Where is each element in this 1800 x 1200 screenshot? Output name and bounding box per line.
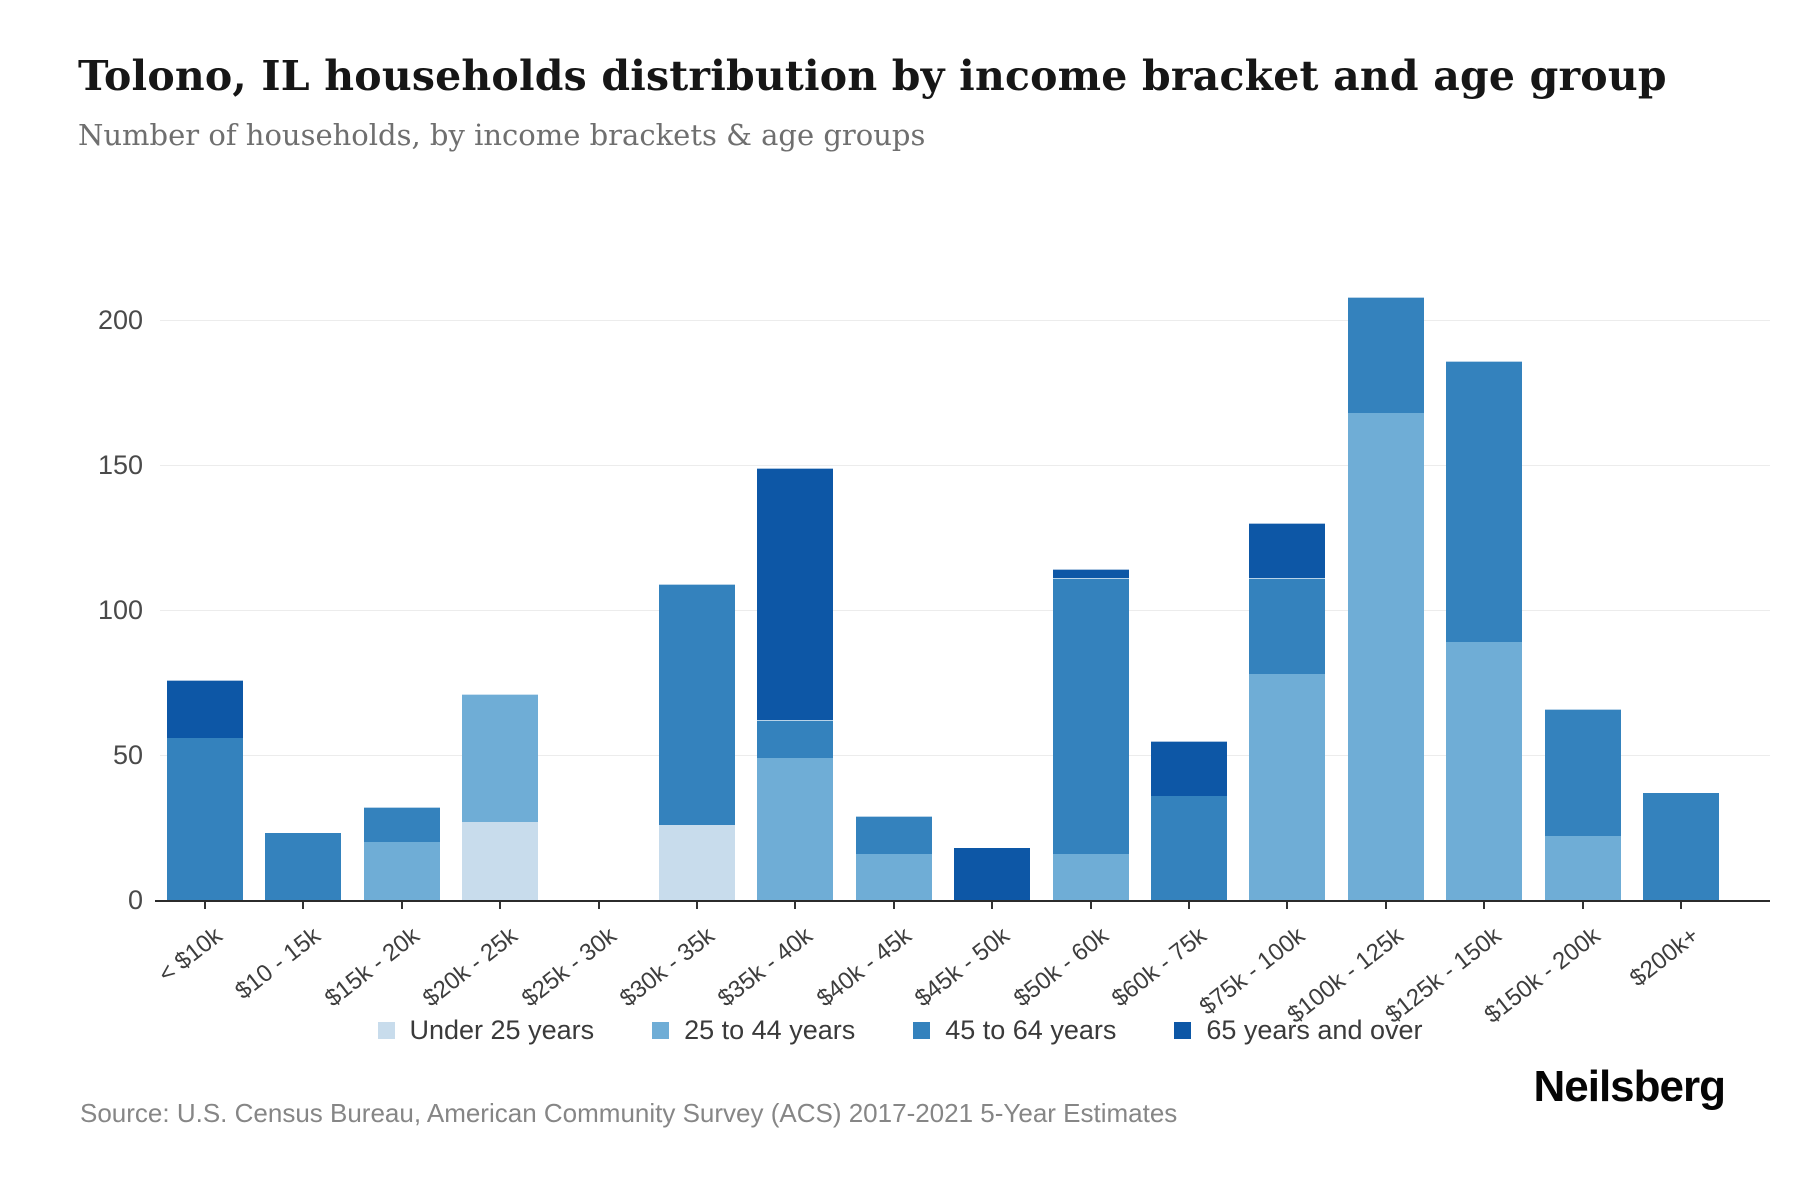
x-tick-mark [597, 902, 600, 909]
bar-segment--150k-200k-series-2[interactable] [1544, 708, 1621, 837]
bar-segment--15k-20k-series-2[interactable] [363, 807, 440, 842]
bar-segment--75k-100k-series-3[interactable] [1249, 523, 1326, 579]
bar-segment--35k-40k-series-3[interactable] [757, 467, 834, 721]
y-tick-label-0: 0 [127, 885, 143, 915]
x-axis-line [155, 900, 1770, 902]
gridline-50 [160, 755, 1770, 756]
page-title: Tolono, IL households distribution by in… [78, 52, 1667, 100]
bar-segment--50k-60k-series-1[interactable] [1052, 853, 1129, 900]
x-tick-label-15: $200k+ [1624, 922, 1704, 993]
gridline-100 [160, 610, 1770, 611]
x-tick-label-0: < $10k [153, 922, 228, 989]
x-tick-label-9: $50k - 60k [1008, 922, 1114, 1013]
neilsberg-logo: Neilsberg [1533, 1062, 1726, 1111]
x-tick-mark [1188, 902, 1190, 909]
x-tick-mark [1384, 902, 1387, 909]
bar-segment--200k+-series-2[interactable] [1643, 792, 1719, 900]
bar-segment--10-15k-series-2[interactable] [265, 833, 342, 900]
x-tick-mark [400, 902, 403, 909]
bar-segment--15k-20k-series-1[interactable] [363, 842, 440, 900]
y-tick-label-100: 100 [97, 595, 143, 625]
legend-label: 45 to 64 years [945, 1014, 1117, 1045]
legend-label: Under 25 years [409, 1014, 595, 1045]
bar-segment--100k-125k-series-1[interactable] [1347, 412, 1424, 900]
legend-item-1[interactable]: 25 to 44 years [652, 1015, 855, 1046]
bar-segment--45k-50k-series-3[interactable] [954, 847, 1031, 900]
x-tick-mark [302, 902, 305, 909]
x-tick-mark [1089, 902, 1092, 909]
bar-segment--125k-150k-series-2[interactable] [1446, 360, 1523, 642]
y-tick-label-150: 150 [97, 450, 143, 480]
y-tick-label-200: 200 [97, 305, 143, 335]
gridline-200 [160, 320, 1770, 321]
bar-segment--20k-25k-series-0[interactable] [462, 821, 539, 900]
bar-segment--10k-series-2[interactable] [167, 737, 243, 900]
bar-segment--40k-45k-series-1[interactable] [855, 853, 932, 900]
legend-item-2[interactable]: 45 to 64 years [913, 1015, 1116, 1046]
legend-label: 25 to 44 years [684, 1014, 856, 1045]
legend-label: 65 years and over [1206, 1014, 1423, 1045]
bar-segment--35k-40k-series-2[interactable] [757, 720, 834, 758]
x-tick-label-7: $40k - 45k [811, 922, 917, 1013]
bar-segment--40k-45k-series-2[interactable] [855, 815, 932, 854]
x-tick-mark [892, 902, 895, 909]
legend-item-0[interactable]: Under 25 years [377, 1014, 595, 1046]
bar-segment--75k-100k-series-1[interactable] [1249, 673, 1326, 900]
legend-swatch-icon [913, 1021, 931, 1039]
x-tick-label-1: $10 - 15k [230, 922, 327, 1005]
bar-segment--100k-125k-series-2[interactable] [1347, 296, 1424, 413]
bar-segment--10k-series-3[interactable] [167, 679, 243, 738]
bar-segment--30k-35k-series-0[interactable] [659, 824, 735, 900]
source-note: Source: U.S. Census Bureau, American Com… [80, 1098, 1178, 1128]
chart-legend: Under 25 years 25 to 44 years 45 to 64 yea… [0, 1008, 1800, 1052]
x-tick-label-2: $15k - 20k [319, 922, 425, 1013]
bar-segment--20k-25k-series-1[interactable] [462, 694, 539, 822]
legend-swatch-icon [652, 1021, 670, 1039]
bar-segment--60k-75k-series-3[interactable] [1151, 740, 1227, 796]
x-tick-mark [499, 902, 502, 909]
bar-segment--50k-60k-series-3[interactable] [1052, 569, 1129, 579]
x-tick-mark [1581, 902, 1584, 909]
x-tick-mark [1680, 902, 1682, 909]
gridline-150 [160, 465, 1770, 466]
bar-segment--30k-35k-series-2[interactable] [659, 583, 735, 825]
x-tick-label-8: $45k - 50k [909, 922, 1015, 1013]
x-tick-mark [1286, 902, 1289, 909]
legend-swatch-icon [1174, 1021, 1192, 1039]
bar-segment--35k-40k-series-1[interactable] [757, 757, 834, 900]
bar-segment--60k-75k-series-2[interactable] [1151, 795, 1227, 900]
bar-segment--125k-150k-series-1[interactable] [1446, 641, 1523, 900]
y-tick-label-50: 50 [112, 740, 143, 770]
x-tick-label-4: $25k - 30k [516, 922, 622, 1013]
page-subtitle: Number of households, by income brackets… [78, 118, 926, 152]
bar-segment--75k-100k-series-2[interactable] [1249, 578, 1326, 674]
x-tick-mark [1483, 902, 1486, 909]
bar-segment--50k-60k-series-2[interactable] [1052, 578, 1129, 854]
legend-swatch-icon [377, 1021, 395, 1039]
x-tick-mark [696, 902, 698, 909]
x-tick-mark [794, 902, 797, 909]
x-tick-label-3: $20k - 25k [417, 922, 523, 1013]
x-tick-mark [991, 902, 994, 909]
x-tick-label-6: $35k - 40k [713, 922, 819, 1013]
x-tick-mark [204, 902, 206, 909]
legend-item-3[interactable]: 65 years and over [1174, 1014, 1423, 1046]
x-tick-label-5: $30k - 35k [614, 922, 720, 1013]
bar-segment--150k-200k-series-1[interactable] [1544, 836, 1621, 900]
